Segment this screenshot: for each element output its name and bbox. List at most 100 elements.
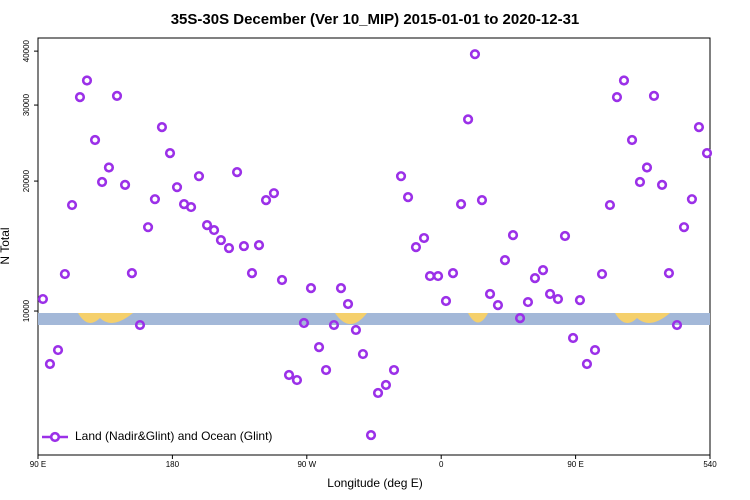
- chart-title: 35S-30S December (Ver 10_MIP) 2015-01-01…: [171, 11, 580, 28]
- point: [66, 199, 78, 211]
- x-tick-label: 540: [703, 460, 717, 469]
- point: [171, 182, 183, 193]
- x-tick-label: 90 W: [297, 460, 316, 469]
- point: [626, 134, 638, 146]
- point: [447, 268, 459, 279]
- point: [201, 220, 213, 231]
- point: [185, 201, 197, 213]
- point: [253, 240, 265, 251]
- point: [231, 167, 243, 178]
- point: [514, 313, 526, 324]
- point: [388, 364, 400, 376]
- point: [298, 317, 310, 329]
- point: [276, 274, 288, 286]
- point: [149, 194, 161, 205]
- point: [313, 342, 325, 353]
- point: [52, 344, 64, 356]
- point: [663, 268, 675, 279]
- point: [395, 171, 407, 182]
- point: [701, 147, 713, 159]
- point: [492, 300, 504, 311]
- point: [529, 273, 541, 284]
- point: [74, 92, 86, 103]
- point: [215, 234, 227, 246]
- point: [589, 344, 601, 356]
- point: [596, 268, 608, 280]
- x-axis-label: Longitude (deg E): [327, 476, 422, 490]
- point: [544, 288, 556, 300]
- point: [618, 75, 630, 86]
- point: [246, 268, 258, 279]
- point: [611, 92, 623, 103]
- point: [469, 49, 481, 60]
- point: [357, 348, 369, 360]
- point: [476, 195, 488, 206]
- point: [522, 296, 534, 308]
- land: [78, 313, 133, 323]
- x-tick-label: 90 E: [30, 460, 46, 469]
- point: [678, 222, 690, 233]
- land: [468, 313, 488, 323]
- x-tick-label: 90 E: [567, 460, 583, 469]
- y-axis-label: N Total: [0, 227, 12, 264]
- point: [119, 179, 131, 190]
- point: [552, 293, 564, 305]
- point: [320, 364, 332, 376]
- point: [268, 188, 280, 199]
- point: [193, 171, 205, 182]
- point: [604, 199, 616, 211]
- point: [567, 332, 579, 344]
- point: [410, 242, 422, 253]
- point: [432, 270, 444, 282]
- point: [418, 232, 430, 244]
- point: [156, 122, 168, 133]
- y-tick-label: 20000: [22, 169, 31, 192]
- point: [283, 369, 295, 381]
- point: [671, 319, 683, 331]
- point: [656, 179, 668, 190]
- point: [59, 268, 70, 280]
- point: [455, 198, 467, 210]
- point: [335, 283, 347, 294]
- point: [126, 268, 138, 279]
- legend-marker: [49, 431, 61, 443]
- point: [484, 288, 496, 300]
- point: [372, 387, 384, 399]
- point: [634, 176, 646, 188]
- point: [328, 319, 340, 331]
- point: [507, 230, 519, 241]
- point: [111, 90, 123, 102]
- point: [686, 194, 698, 205]
- x-tick-label: 0: [439, 460, 444, 469]
- point: [37, 293, 49, 305]
- point: [380, 379, 392, 391]
- point: [44, 358, 56, 370]
- point: [440, 295, 452, 307]
- point: [291, 374, 303, 386]
- point: [164, 147, 176, 159]
- plot-frame: [37, 37, 711, 456]
- point: [581, 358, 593, 370]
- y-tick-label: 30000: [22, 93, 31, 116]
- point: [641, 162, 653, 173]
- point: [342, 298, 354, 310]
- point: [96, 176, 108, 188]
- point: [365, 429, 377, 441]
- point: [648, 90, 660, 102]
- point: [142, 222, 154, 233]
- map-band: [38, 313, 710, 325]
- point: [402, 192, 414, 203]
- land: [335, 313, 367, 324]
- point: [89, 134, 101, 146]
- y-tick-label: 40000: [22, 39, 31, 62]
- legend-label: Land (Nadir&Glint) and Ocean (Glint): [75, 429, 272, 443]
- point: [208, 224, 220, 236]
- ocean-band: [38, 313, 710, 325]
- point: [134, 319, 146, 331]
- point: [103, 162, 115, 173]
- x-tick-label: 180: [166, 460, 180, 469]
- point: [350, 324, 362, 336]
- point: [238, 240, 250, 252]
- point: [693, 122, 705, 133]
